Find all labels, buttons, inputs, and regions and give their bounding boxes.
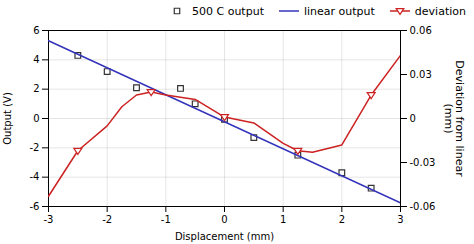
html-text:linear output: linear output (304, 4, 375, 18)
svg-text:-2: -2 (30, 142, 40, 153)
svg-text:-0.03: -0.03 (410, 157, 436, 168)
svg-text:-0.06: -0.06 (410, 201, 436, 212)
svg-text:-4: -4 (30, 171, 40, 182)
svg-text:3: 3 (397, 214, 403, 225)
svg-text:Deviation from linear(mm): Deviation from linear(mm) (442, 60, 466, 177)
html-text:500 C output: 500 C output (192, 4, 264, 18)
svg-text:-3: -3 (44, 214, 54, 225)
html-text:deviation: deviation (414, 4, 466, 18)
svg-text:0.03: 0.03 (410, 69, 432, 80)
svg-text:Displacement (mm): Displacement (mm) (175, 231, 274, 242)
svg-text:0.06: 0.06 (410, 25, 432, 36)
svg-text:Output (V): Output (V) (2, 92, 13, 145)
svg-text:6: 6 (33, 25, 39, 36)
svg-text:0: 0 (33, 113, 39, 124)
svg-text:2: 2 (339, 214, 345, 225)
svg-text:0: 0 (221, 214, 227, 225)
svg-text:2: 2 (33, 83, 39, 94)
svg-text:1: 1 (280, 214, 286, 225)
svg-text:0: 0 (410, 113, 416, 124)
svg-text:-1: -1 (161, 214, 171, 225)
svg-text:-2: -2 (102, 214, 112, 225)
svg-text:-6: -6 (30, 201, 40, 212)
svg-text:4: 4 (33, 54, 39, 65)
